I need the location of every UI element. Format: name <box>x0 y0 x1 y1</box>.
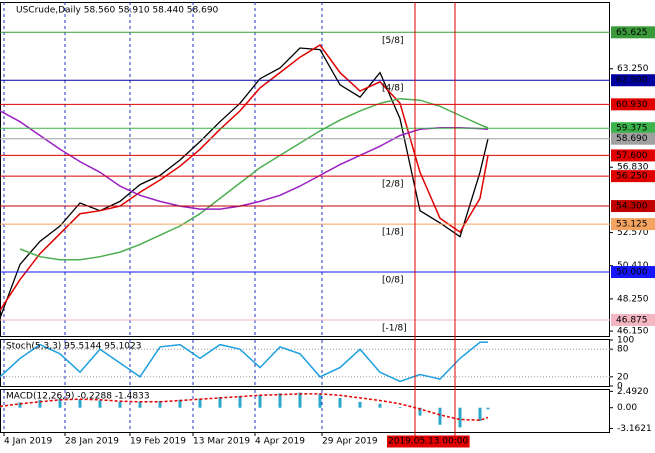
histogram-bar <box>438 407 442 425</box>
level-label: 50.000 <box>616 268 648 278</box>
level-label-bg <box>611 266 655 279</box>
level-label: 60.930 <box>616 100 648 110</box>
histogram-bar <box>486 407 490 410</box>
y-tick-label: 80 <box>617 345 629 355</box>
histogram-bar <box>98 400 102 408</box>
y-tick-label: -3.1621 <box>617 424 652 434</box>
x-tick-label: 29 Apr 2019 <box>322 437 378 447</box>
level-tag: [4/8] <box>382 84 404 94</box>
y-tick-label: 48.250 <box>617 294 649 304</box>
histogram-bar <box>398 407 402 408</box>
y-tick-label: 46.150 <box>617 327 649 337</box>
level-label-bg <box>611 122 655 135</box>
x-tick-label: 28 Jan 2019 <box>65 437 119 447</box>
level-label: 54.300 <box>616 202 648 212</box>
series-line <box>0 43 489 311</box>
y-tick-label: 56.830 <box>617 163 649 173</box>
macd-panel <box>0 389 610 433</box>
x-tick-label: 13 Mar 2019 <box>193 437 250 447</box>
histogram-bar <box>58 398 62 408</box>
histogram-bar <box>138 401 142 408</box>
histogram-bar <box>118 401 122 408</box>
level-tag: [-1/8] <box>382 323 407 333</box>
histogram-bar <box>338 397 342 408</box>
price-panel <box>0 2 610 337</box>
histogram-bar <box>238 395 242 408</box>
level-tag: [5/8] <box>382 36 404 46</box>
level-label: 62.500 <box>616 76 648 86</box>
level-label: 59.375 <box>616 124 648 134</box>
level-label: 58.690 <box>616 134 648 144</box>
level-label-bg <box>611 74 655 87</box>
macd-title: MACD(12,26,9) -0.2288 -1.4833 <box>6 392 150 402</box>
stoch-title: Stoch(5,3,3) 95.5144 95.1023 <box>6 342 141 352</box>
level-label-bg <box>611 132 655 145</box>
level-tag: [2/8] <box>382 180 404 190</box>
chart-title: USCrude,Daily 58.560 58.910 58.440 58.69… <box>16 6 219 16</box>
y-tick-label: 52.570 <box>617 228 649 238</box>
histogram-bar <box>358 401 362 408</box>
level-tag: [1/8] <box>382 228 404 238</box>
y-tick-label: 20 <box>617 372 629 382</box>
histogram-bar <box>258 394 262 408</box>
level-label: 65.625 <box>616 28 648 38</box>
level-label-bg <box>611 313 655 326</box>
level-label-bg <box>611 26 655 39</box>
crosshair-label: 13 00:00 <box>428 437 469 447</box>
series-line <box>0 110 489 210</box>
level-label-bg <box>611 170 655 183</box>
histogram-bar <box>18 402 22 408</box>
y-tick-label: 2.4920 <box>617 387 649 397</box>
y-tick-label: 63.250 <box>617 64 649 74</box>
level-label: 53.125 <box>616 220 648 230</box>
level-label-bg <box>611 200 655 213</box>
y-tick-label: 100 <box>617 336 634 346</box>
level-label: 46.875 <box>616 315 648 325</box>
series-line <box>0 393 489 421</box>
histogram-bar <box>298 392 302 408</box>
level-label-bg <box>611 149 655 162</box>
level-label: 57.600 <box>616 151 648 161</box>
stoch-panel <box>0 339 610 387</box>
series-line <box>0 47 489 319</box>
histogram-bar <box>218 397 222 408</box>
y-tick-label: 0.00 <box>617 403 637 413</box>
level-label-bg <box>611 218 655 231</box>
series-line <box>0 341 489 383</box>
histogram-bar <box>198 398 202 408</box>
histogram-bar <box>458 407 462 428</box>
histogram-bar <box>158 401 162 408</box>
x-tick-label: 4 Apr 2019 <box>255 437 305 447</box>
level-label-bg <box>611 98 655 111</box>
histogram-bar <box>278 393 282 408</box>
histogram-bar <box>378 403 382 408</box>
histogram-bar <box>38 399 42 408</box>
histogram-bar <box>178 399 182 408</box>
histogram-bar <box>78 399 82 408</box>
x-tick-label: 19 Feb 2019 <box>130 437 186 447</box>
histogram-bar <box>418 407 422 416</box>
x-tick-label: 4 Jan 2019 <box>4 437 52 447</box>
series-line <box>19 97 489 261</box>
crosshair-label-bg <box>427 435 470 448</box>
histogram-bar <box>318 393 322 408</box>
histogram-bar <box>478 407 482 421</box>
level-label: 56.250 <box>616 172 648 182</box>
y-tick-label: 0 <box>617 382 623 392</box>
level-tag: [0/8] <box>382 276 404 286</box>
